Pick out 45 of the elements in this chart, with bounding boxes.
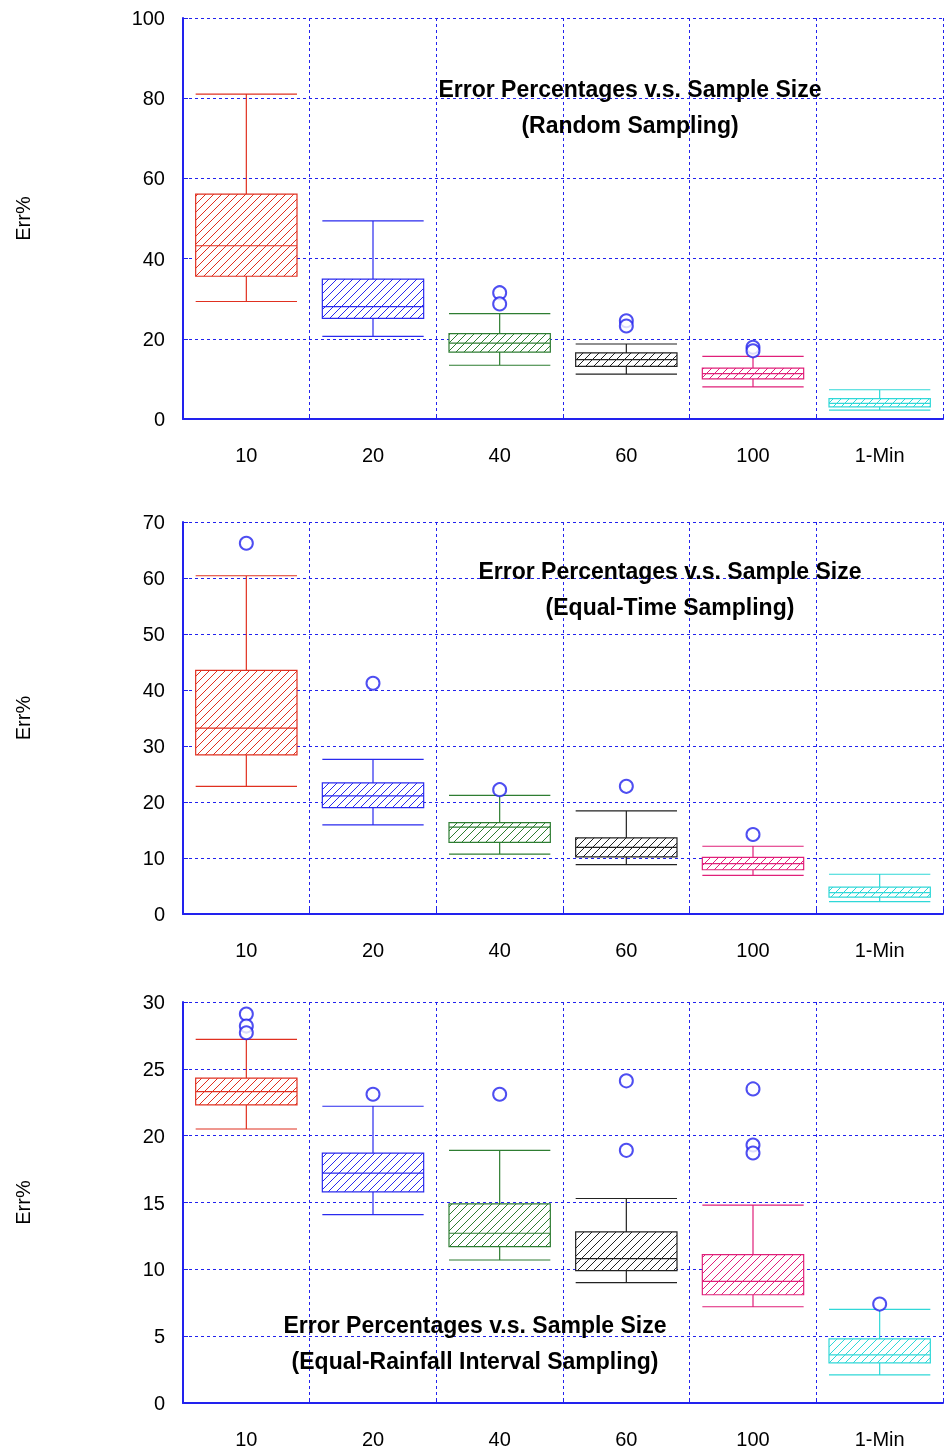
y-tick-label: 15 <box>142 1191 165 1214</box>
y-tick-label: 80 <box>142 87 165 110</box>
y-tick-label: 30 <box>142 735 165 757</box>
y-tick-label: 60 <box>142 567 165 589</box>
y-tick-label: 40 <box>142 247 165 270</box>
y-tick-label: 100 <box>131 7 165 29</box>
x-tick-label: 20 <box>361 444 385 466</box>
text: Error Percentages v.s. Sample Size (Random Sampling) <box>438 76 822 138</box>
x-tick-label: 10 <box>235 939 258 961</box>
x-tick-label: 40 <box>488 939 511 961</box>
x-tick-label: 1-Min <box>854 939 905 961</box>
x-tick-label: 40 <box>488 1428 511 1450</box>
y-tick-label: 60 <box>142 167 165 190</box>
x-tick-label: 20 <box>361 1428 385 1450</box>
y-tick-label: 0 <box>153 903 165 925</box>
x-tick-label: 20 <box>361 939 385 961</box>
x-tick-label: 100 <box>736 939 770 961</box>
y-axis-title: Err% <box>12 1180 34 1225</box>
y-tick-label: 25 <box>142 1057 165 1080</box>
y-tick-label: 30 <box>142 991 165 1013</box>
y-tick-label: 10 <box>142 1258 165 1281</box>
y-tick-label: 20 <box>142 1124 165 1147</box>
x-tick-label: 40 <box>488 444 511 466</box>
x-tick-label: 100 <box>736 444 770 466</box>
y-tick-label: 0 <box>153 408 165 430</box>
y-tick-label: 0 <box>153 1392 165 1414</box>
y-tick-label: 20 <box>142 791 165 813</box>
y-tick-label: 40 <box>142 679 165 701</box>
y-tick-label: 10 <box>142 847 165 869</box>
y-axis-title: Err% <box>12 695 34 741</box>
y-tick-label: 50 <box>142 623 165 645</box>
y-axis-title: Err% <box>12 196 34 241</box>
y-tick-label: 70 <box>142 511 165 533</box>
x-tick-label: 1-Min <box>854 444 905 466</box>
x-tick-label: 10 <box>235 444 258 466</box>
x-tick-label: 60 <box>615 444 638 466</box>
y-tick-label: 20 <box>142 327 165 350</box>
text: Error Percentages v.s. Sample Size (Equal-Rainfall Interval Sampling) <box>283 1312 667 1374</box>
y-tick-label: 5 <box>153 1325 165 1348</box>
x-tick-label: 60 <box>615 1428 638 1450</box>
x-tick-label: 100 <box>736 1428 770 1450</box>
text: Error Percentages v.s. Sample Size (Equal-Time Sampling) <box>478 558 862 620</box>
x-tick-label: 1-Min <box>854 1428 905 1450</box>
x-tick-label: 60 <box>615 939 638 961</box>
x-tick-label: 10 <box>235 1428 258 1450</box>
